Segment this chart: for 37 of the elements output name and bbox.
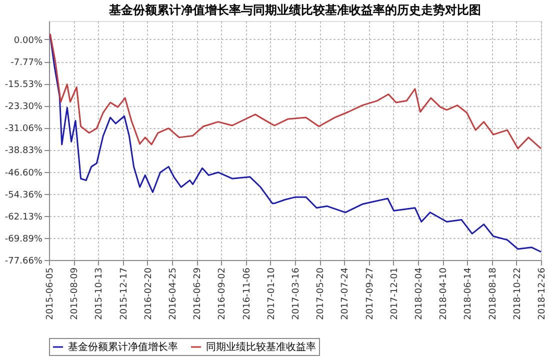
x-tick-label: 2017-09-27 <box>365 268 376 320</box>
y-tick-label: -7.77% <box>10 58 43 68</box>
legend-label: 基金份额累计净值增长率 <box>68 341 178 353</box>
x-tick-label: 2015-12-17 <box>119 268 130 320</box>
x-tick-label: 2017-05-20 <box>316 267 326 320</box>
line-series <box>49 34 542 253</box>
x-tick-label: 2017-03-16 <box>292 267 302 320</box>
y-tick-label: -15.53% <box>4 80 43 90</box>
y-tick-label: 0.00% <box>14 36 43 46</box>
x-tick-label: 2018-12-26 <box>538 267 548 320</box>
y-tick-label: -54.36% <box>4 190 43 200</box>
x-tick-label: 2016-11-06 <box>242 267 252 320</box>
line-series <box>49 33 542 150</box>
y-tick-label: -77.66% <box>4 256 43 266</box>
y-tick-label: -23.30% <box>4 102 43 112</box>
x-tick-label: 2017-12-01 <box>390 268 400 320</box>
x-tick-label: 2018-08-18 <box>488 267 498 320</box>
x-tick-label: 2016-06-29 <box>193 267 204 320</box>
x-tick-label: 2016-09-02 <box>218 268 228 320</box>
x-tick-label: 2018-02-04 <box>414 267 424 320</box>
x-tick-label: 2015-08-09 <box>70 267 80 320</box>
x-tick-label: 2015-10-13 <box>94 268 105 320</box>
x-tick-label: 2016-02-20 <box>144 267 154 320</box>
x-tick-label: 2017-01-10 <box>266 267 277 320</box>
x-tick-label: 2018-04-10 <box>439 267 450 320</box>
y-tick-label: -69.89% <box>4 234 43 244</box>
x-tick-label: 2018-06-14 <box>464 267 474 320</box>
x-tick-label: 2017-07-24 <box>340 267 351 320</box>
x-tick-label: 2018-10-22 <box>512 268 523 320</box>
x-tick-label: 2016-04-25 <box>168 268 178 320</box>
y-tick-label: -62.13% <box>4 212 43 222</box>
chart-title: 基金份额累计净值增长率与同期业绩比较基准收益率的历史走势对比图 <box>108 3 481 17</box>
x-tick-label: 2015-06-05 <box>46 268 56 320</box>
y-tick-label: -38.83% <box>4 146 43 156</box>
y-tick-label: -31.06% <box>4 124 43 134</box>
legend-label: 同期业绩比较基准收益率 <box>206 341 316 353</box>
y-tick-label: -46.60% <box>4 168 43 178</box>
